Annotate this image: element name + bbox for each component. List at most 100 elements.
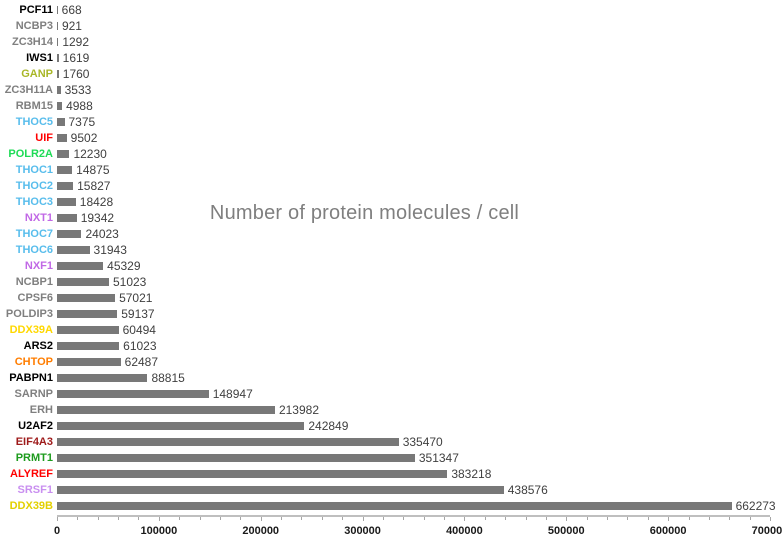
category-label: EIF4A3	[15, 436, 53, 448]
value-label: 1619	[62, 51, 90, 65]
x-axis-tick-label: 400000	[446, 525, 483, 537]
x-axis-minor-tick	[281, 517, 283, 520]
x-axis: 0 100000 200000 300000 400000 500000 600000 700…	[54, 515, 782, 542]
value-label: 3533	[64, 83, 92, 97]
x-axis-major-tick	[566, 517, 568, 521]
bar-rows: PCF11 668 NCBP3 921 ZC3H14 1292 IWS1 1619 GANP 17…	[0, 2, 782, 514]
category-label: POLDIP3	[5, 308, 53, 320]
bar-row: EIF4A3 335470	[0, 434, 782, 450]
x-axis-minor-tick	[321, 517, 323, 520]
category-label: POLR2A	[8, 148, 53, 160]
bar	[57, 262, 104, 270]
category-label: UIF	[35, 132, 53, 144]
bar-row: ARS2 61023	[0, 338, 782, 354]
bar-row: RBM15 4988	[0, 98, 782, 114]
bar-row: UIF 9502	[0, 130, 782, 146]
category-label: DDX39A	[9, 324, 53, 336]
bar	[57, 342, 120, 350]
x-axis-minor-tick	[627, 517, 629, 520]
category-label: PABPN1	[9, 372, 53, 384]
value-label: 57021	[119, 291, 153, 305]
x-axis-minor-tick	[77, 517, 79, 520]
category-label: ARS2	[23, 340, 53, 352]
category-label: IWS1	[26, 52, 53, 64]
category-label: SRSF1	[17, 484, 53, 496]
value-label: 438576	[507, 483, 548, 497]
bar-row: GANP 1760	[0, 66, 782, 82]
value-label: 45329	[107, 259, 141, 273]
category-label: NXF1	[24, 260, 53, 272]
x-axis-tick-label: 600000	[649, 525, 687, 537]
bar	[57, 86, 61, 94]
bar	[57, 54, 59, 62]
x-axis-tick-label: 300000	[344, 525, 381, 537]
value-label: 148947	[212, 387, 253, 401]
value-label: 242849	[308, 419, 349, 433]
category-label: CHTOP	[14, 356, 53, 368]
value-label: 351347	[418, 451, 459, 465]
value-label: 14875	[76, 163, 110, 177]
x-axis-tick-label: 100000	[140, 525, 178, 537]
x-axis-tick-label: 500000	[547, 525, 585, 537]
bar-row: U2AF2 242849	[0, 418, 782, 434]
category-label: CPSF6	[17, 292, 53, 304]
x-axis-minor-tick	[525, 517, 527, 520]
x-axis-major-tick	[260, 517, 262, 521]
bar-row: ERH 213982	[0, 402, 782, 418]
category-label: THOC7	[15, 228, 53, 240]
bar-row: DDX39B 662273	[0, 498, 782, 514]
bar	[57, 38, 59, 46]
bar	[57, 134, 67, 142]
value-label: 18428	[79, 195, 114, 209]
category-label: THOC2	[15, 180, 53, 192]
category-label: THOC5	[15, 116, 53, 128]
bar	[57, 214, 77, 222]
value-label: 62487	[124, 355, 159, 369]
x-axis-tick-label: 0	[53, 525, 61, 537]
value-label: 921	[61, 19, 82, 33]
x-axis-minor-tick	[179, 517, 181, 520]
value-label: 59137	[121, 307, 155, 321]
bar-row: IWS1 1619	[0, 50, 782, 66]
x-axis-minor-tick	[444, 517, 446, 520]
bar	[57, 454, 415, 462]
x-axis-minor-tick	[240, 517, 242, 520]
bar	[57, 230, 82, 238]
bar-row: THOC2 15827	[0, 178, 782, 194]
x-axis-minor-tick	[301, 517, 303, 520]
x-axis-minor-tick	[729, 517, 731, 520]
x-axis-minor-tick	[545, 517, 547, 520]
value-label: 60494	[122, 323, 156, 337]
x-axis-major-tick	[57, 517, 58, 521]
bar-row: DDX39A 60494	[0, 322, 782, 338]
category-label: THOC6	[15, 244, 53, 256]
x-axis-minor-tick	[118, 517, 120, 520]
bar-row: POLR2A 12230	[0, 146, 782, 162]
x-axis-minor-tick	[607, 517, 609, 520]
bar-row: THOC6 31943	[0, 242, 782, 258]
category-label: THOC1	[15, 164, 53, 176]
value-label: 9502	[70, 131, 98, 145]
chart-title: Number of protein molecules / cell	[209, 202, 520, 224]
value-label: 213982	[278, 403, 319, 417]
bar	[57, 102, 63, 110]
x-axis-major-tick	[668, 517, 670, 521]
value-label: 1760	[62, 67, 90, 81]
bar-row: SARNP 148947	[0, 386, 782, 402]
category-label: PCF11	[19, 4, 53, 16]
bar	[57, 326, 119, 334]
bar	[57, 310, 118, 318]
bar-row: POLDIP3 59137	[0, 306, 782, 322]
x-axis-minor-tick	[688, 517, 690, 520]
bar-row: CHTOP 62487	[0, 354, 782, 370]
x-axis-major-tick	[770, 517, 771, 521]
bar	[57, 70, 59, 78]
bar-row: ALYREF 383218	[0, 466, 782, 482]
bar	[57, 6, 58, 14]
value-label: 88815	[151, 371, 185, 385]
bar-row: NCBP3 921	[0, 18, 782, 34]
value-label: 335470	[402, 435, 443, 449]
value-label: 19342	[80, 211, 115, 225]
bar	[57, 486, 504, 494]
